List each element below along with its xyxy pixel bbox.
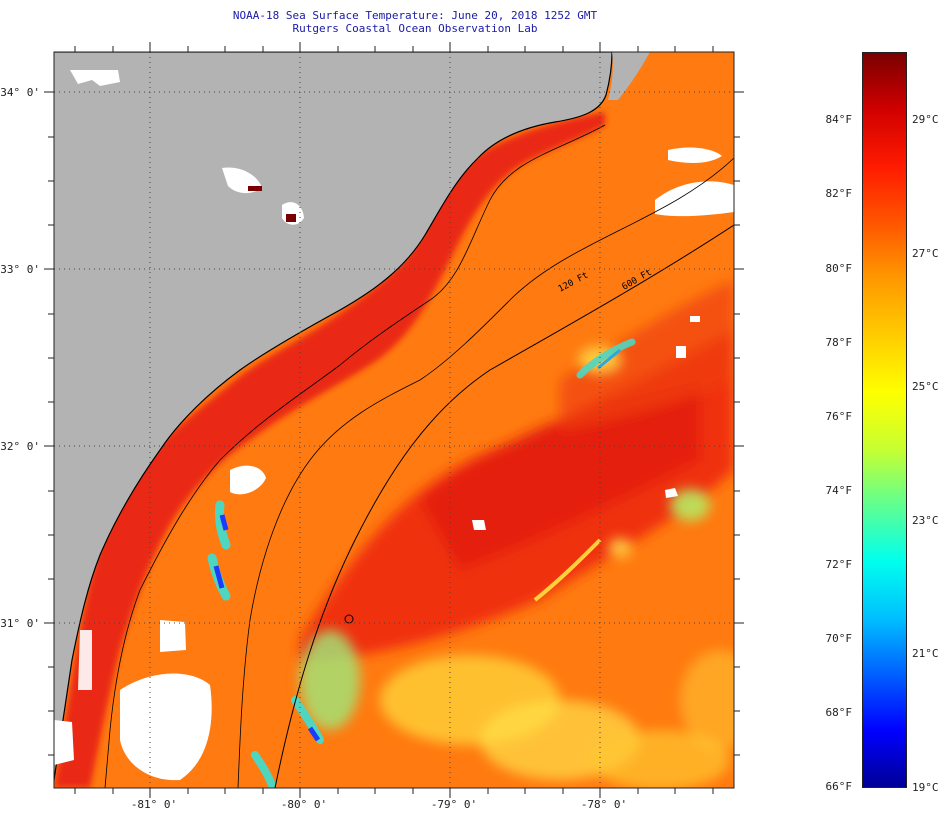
cold-water-filaments xyxy=(207,338,636,788)
c-label-25: 25°C xyxy=(912,380,939,393)
land-mass xyxy=(54,52,612,780)
map-frame xyxy=(53,51,735,789)
c-label-21: 21°C xyxy=(912,647,939,660)
f-label-76: 76°F xyxy=(825,410,853,423)
hot-pixel xyxy=(286,214,296,222)
graticule xyxy=(54,52,734,788)
temperature-colorbar xyxy=(862,52,907,788)
lat-label-31: 31° 0' xyxy=(0,617,40,630)
lat-label-33: 33° 0' xyxy=(0,263,40,276)
c-label-23: 23°C xyxy=(912,514,939,527)
c-label-19: 19°C xyxy=(912,781,939,794)
c-label-27: 27°C xyxy=(912,247,939,260)
c-label-29: 29°C xyxy=(912,113,939,126)
title-line-2: Rutgers Coastal Ocean Observation Lab xyxy=(292,22,538,35)
cool-water-patches xyxy=(300,346,734,788)
f-label-70: 70°F xyxy=(825,632,853,645)
lon-label-80: -80° 0' xyxy=(280,798,328,811)
f-label-68: 68°F xyxy=(825,706,853,719)
lat-label-34: 34° 0' xyxy=(0,86,40,99)
barrier-islands xyxy=(608,52,650,100)
isobath-120ft xyxy=(104,124,606,788)
lon-label-79: -79° 0' xyxy=(430,798,478,811)
f-label-80: 80°F xyxy=(825,262,853,275)
f-label-66: 66°F xyxy=(825,780,853,793)
tick-marks xyxy=(44,42,744,798)
lat-label-32: 32° 0' xyxy=(0,440,40,453)
f-label-72: 72°F xyxy=(825,558,853,571)
coastal-warm-band xyxy=(54,112,605,788)
hot-pixel xyxy=(248,186,262,191)
title-line-1: NOAA-18 Sea Surface Temperature: June 20… xyxy=(232,9,598,22)
f-label-78: 78°F xyxy=(825,336,853,349)
lon-label-81: -81° 0' xyxy=(130,798,178,811)
coastline xyxy=(54,52,613,781)
isobath-600ft xyxy=(274,224,734,788)
f-label-74: 74°F xyxy=(825,484,853,497)
f-label-82: 82°F xyxy=(825,187,853,200)
f-label-84: 84°F xyxy=(825,113,853,126)
lon-label-78: -78° 0' xyxy=(580,798,628,811)
isobath-mid xyxy=(237,157,734,788)
